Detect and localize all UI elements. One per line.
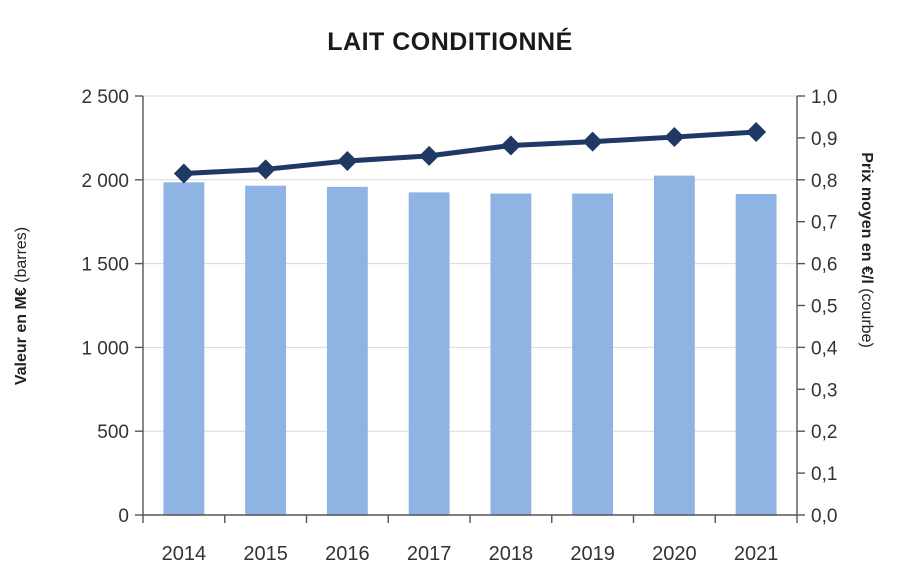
line-point [582,131,603,152]
x-tick-label: 2020 [652,543,697,565]
bar [735,194,777,515]
x-axis-ticks: 2014 2015 2016 2017 2018 2019 2020 2021 [162,543,779,565]
x-tick-label: 2016 [325,543,370,565]
y2-tick-label: 0,7 [811,213,837,234]
chart-title: LAIT CONDITIONNÉ [327,27,573,56]
line-point [746,122,767,143]
y2-tick-label: 1,0 [811,87,837,108]
y-tick-label: 1 500 [81,255,129,276]
x-tick-label: 2018 [489,543,534,565]
y2-tick-label: 0,4 [811,338,838,359]
x-tick-label: 2015 [243,543,288,565]
x-tick-label: 2014 [162,543,207,565]
y-tick-label: 2 000 [81,171,129,192]
y2-tick-label: 0,1 [811,464,837,485]
line-point [500,135,521,156]
bar [408,192,450,515]
line-series [173,122,767,184]
y-axis-left-label-suffix: (barres) [13,227,30,287]
line-point [337,150,358,171]
y-tick-label: 1 000 [81,338,129,359]
y-axis-right-ticks: 0,0 0,1 0,2 0,3 0,4 0,5 0,6 0,7 0,8 0,9 1,0 [811,87,838,527]
line-point [173,163,194,184]
line-point [419,145,440,166]
bar [163,182,205,515]
line-point [664,127,685,148]
y-axis-left-label: Valeur en M€ (barres) [13,227,30,385]
price-line [183,129,757,177]
bar [572,193,614,515]
bar [490,193,532,515]
x-tick-label: 2019 [570,543,615,565]
axes [135,95,805,523]
y-axis-right-label-bold: Prix moyen en €/l [858,152,875,284]
y-tick-label: 2 500 [81,87,129,108]
bar-series [163,175,777,516]
y2-tick-label: 0,3 [811,380,837,401]
bar [653,175,695,516]
line-point [255,159,276,180]
y-axis-left-label-bold: Valeur en M€ [13,287,30,385]
bar [245,185,287,515]
y2-tick-label: 0,8 [811,171,837,192]
x-tick-label: 2017 [407,543,452,565]
x-tick-label: 2021 [734,543,779,565]
y2-tick-label: 0,6 [811,255,837,276]
y-axis-left-ticks: 0 500 1 000 1 500 2 000 2 500 [81,87,129,527]
y-tick-label: 0 [118,506,129,527]
y-axis-right-label-suffix: (courbe) [858,284,875,348]
bar [326,186,368,515]
gridlines [143,95,797,432]
y2-tick-label: 0,2 [811,422,837,443]
y2-tick-label: 0,0 [811,506,837,527]
y2-tick-label: 0,9 [811,129,837,150]
y2-tick-label: 0,5 [811,297,837,318]
y-axis-right-label: Prix moyen en €/l (courbe) [858,152,875,348]
y-tick-label: 500 [97,422,129,443]
